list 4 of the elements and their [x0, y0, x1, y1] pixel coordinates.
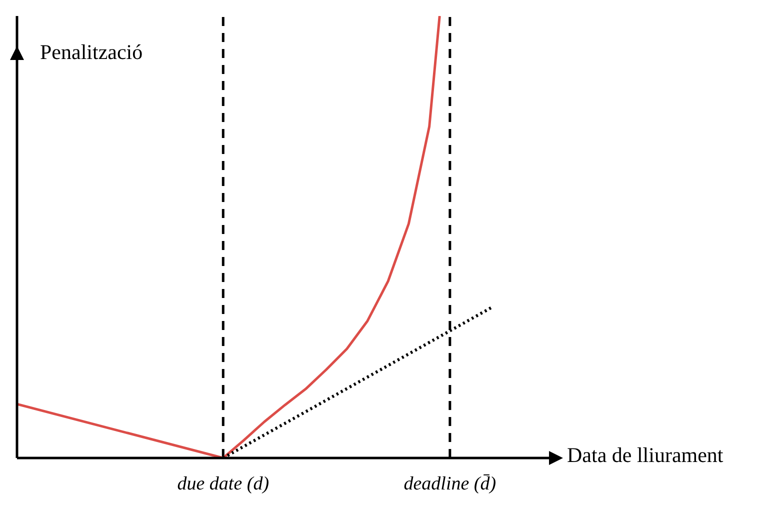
x-tick-label: deadline (d̄) — [404, 473, 496, 494]
x-axis-title: Data de lliurament — [567, 443, 724, 468]
x-tick-label: due date (d) — [177, 473, 270, 494]
y-axis-title: Penalització — [40, 40, 143, 65]
